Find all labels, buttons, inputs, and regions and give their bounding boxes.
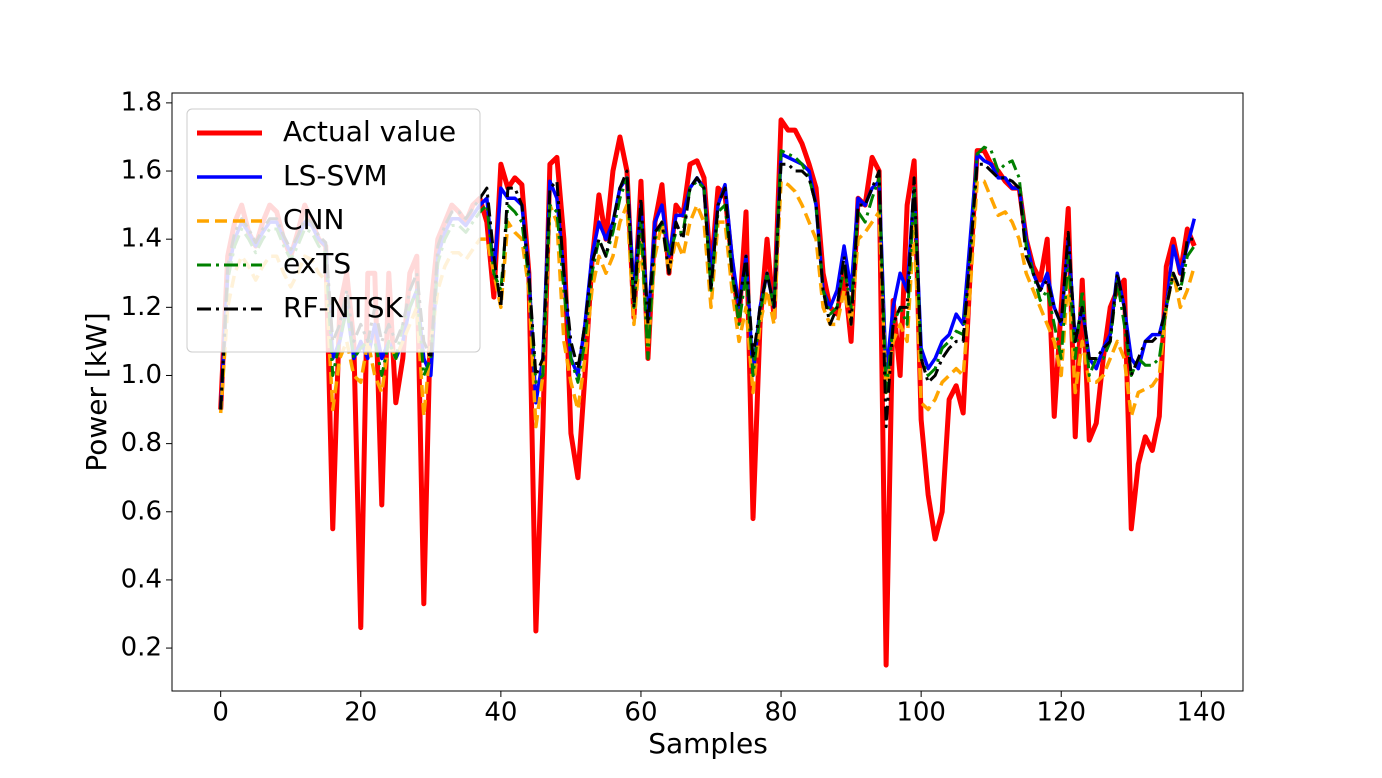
x-tick-label: 140 [1177, 698, 1227, 728]
y-tick-label: 0.2 [121, 633, 162, 663]
x-tick-label: 80 [765, 698, 798, 728]
y-tick-label: 1.4 [121, 224, 162, 254]
x-tick-label: 120 [1036, 698, 1086, 728]
x-tick-label: 0 [212, 698, 229, 728]
x-tick-label: 40 [484, 698, 517, 728]
legend-box [186, 108, 481, 353]
x-tick-label: 60 [624, 698, 657, 728]
legend-label: CNN [283, 203, 344, 236]
y-tick-label: 0.6 [121, 496, 162, 526]
y-tick-label: 0.8 [121, 428, 162, 458]
series-line [218, 179, 1196, 429]
legend-label: RF-NTSK [283, 291, 403, 324]
x-tick-label: 100 [896, 698, 946, 728]
y-tick-label: 0.4 [121, 564, 162, 594]
y-axis-label: Power [kW] [80, 312, 113, 471]
x-axis-label: Samples [648, 727, 768, 760]
y-tick-label: 1.8 [121, 87, 162, 117]
y-tick-label: 1.2 [121, 292, 162, 322]
y-tick-label: 1.0 [121, 360, 162, 390]
series-line [219, 145, 1196, 410]
x-tick-label: 20 [344, 698, 377, 728]
legend-label: exTS [283, 247, 351, 280]
legend-label: LS-SVM [283, 159, 388, 192]
plot-frame [171, 92, 1244, 692]
legend-label: Actual value [283, 115, 456, 148]
y-tick-label: 1.6 [121, 156, 162, 186]
